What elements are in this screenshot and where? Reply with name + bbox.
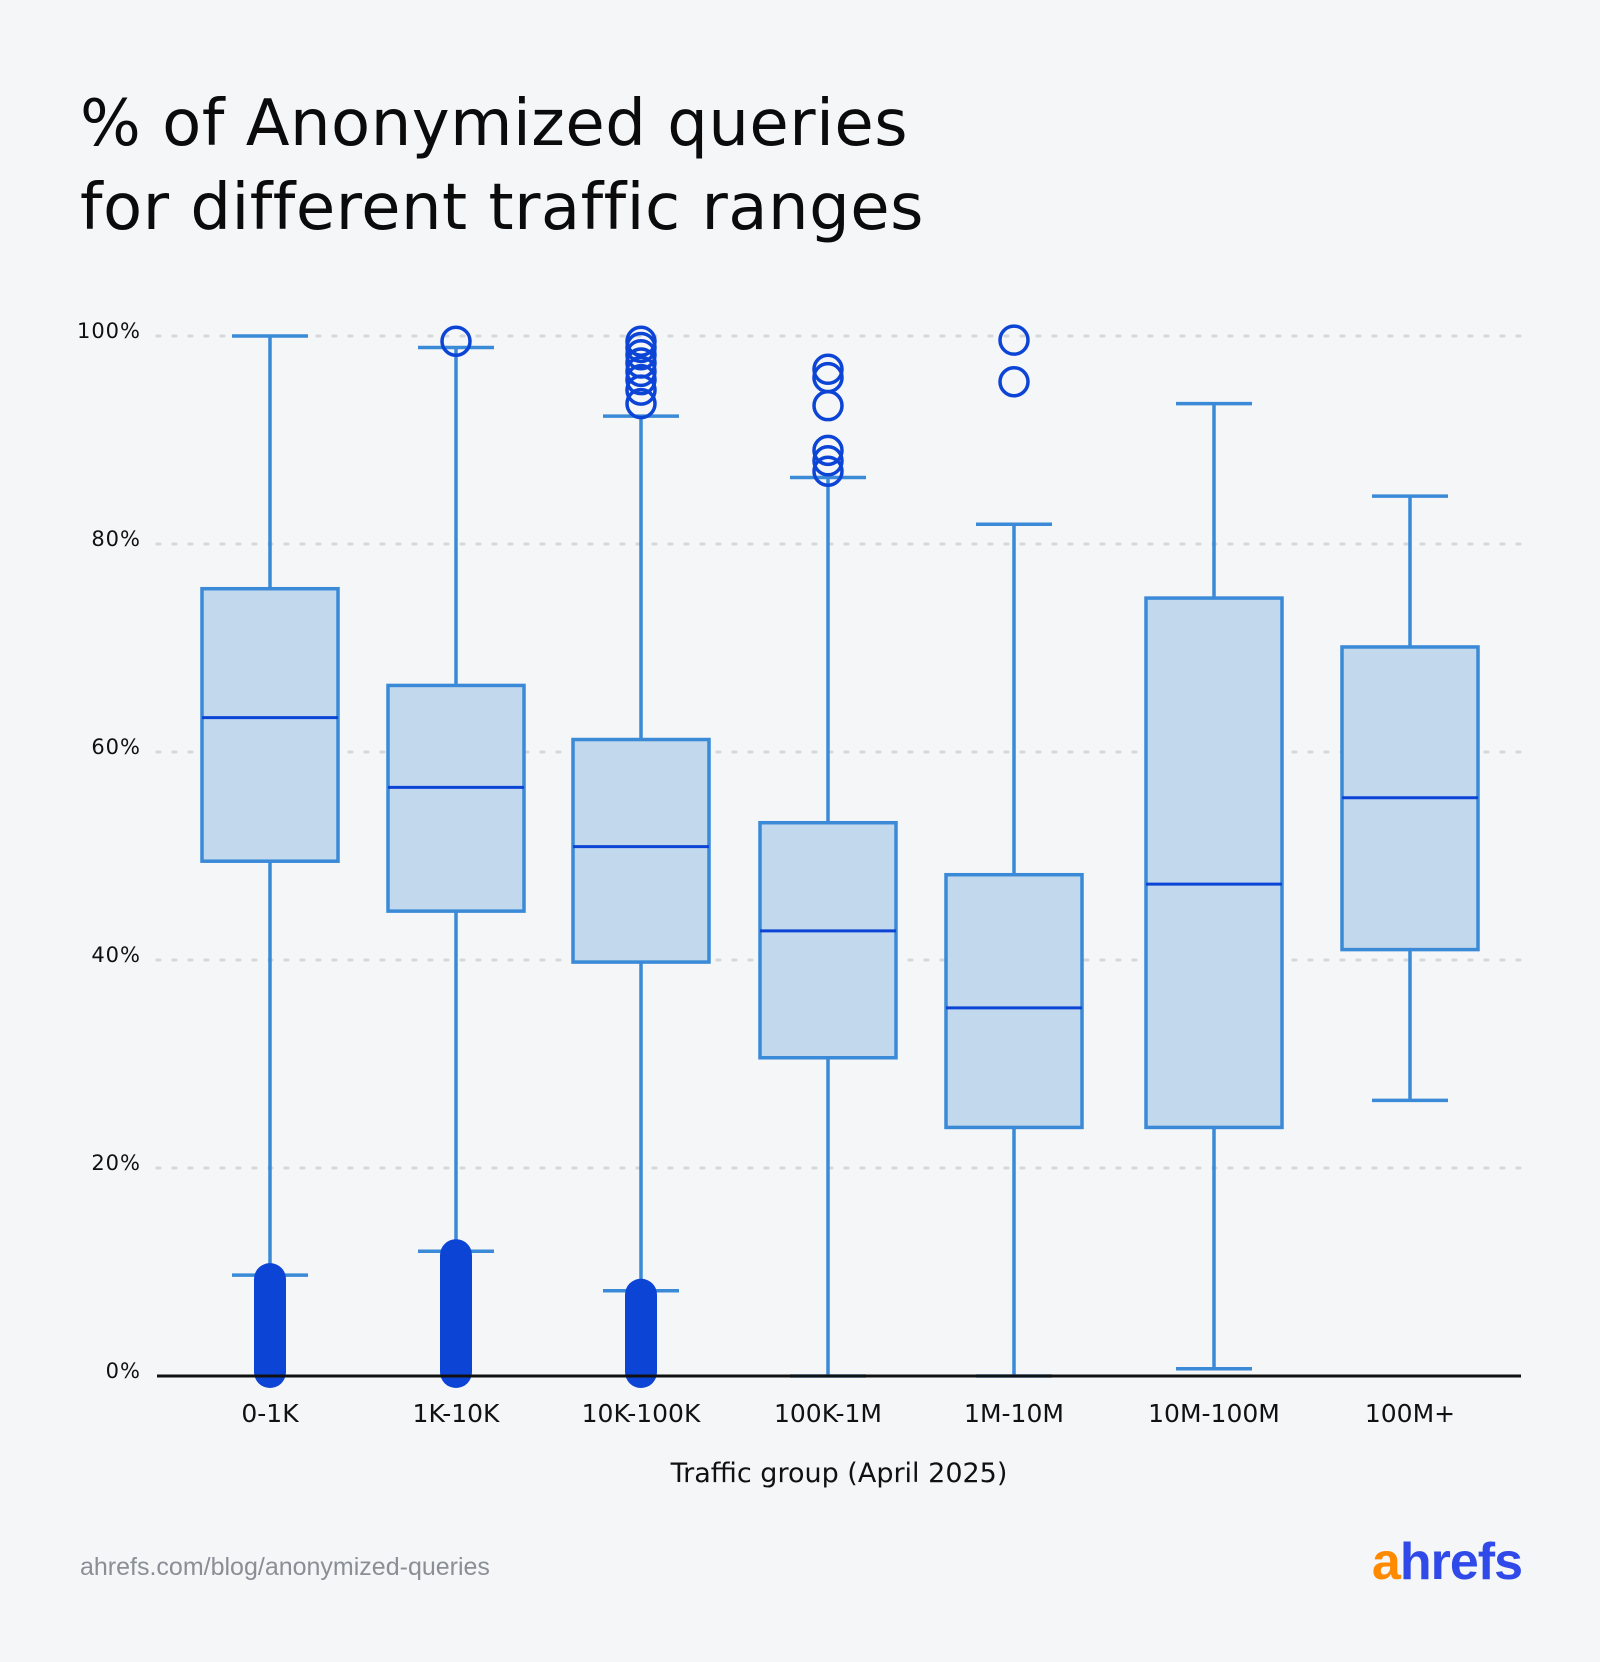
outlier-point	[812, 445, 844, 477]
outlier-point	[625, 338, 657, 371]
x-tick-label: 1K-10K	[413, 1399, 501, 1428]
box-iqr	[1144, 596, 1284, 1130]
box-iqr	[200, 586, 340, 863]
y-tick-label: 20%	[91, 1151, 141, 1175]
logo-part-a: a	[1371, 1533, 1401, 1591]
dense-outliers	[254, 1263, 286, 1388]
y-tick-label: 80%	[91, 527, 141, 551]
outlier-point	[440, 325, 472, 357]
y-tick-label: 0%	[106, 1359, 141, 1383]
outlier-point	[625, 387, 657, 420]
outlier-point	[812, 434, 844, 467]
outlier-point	[998, 366, 1030, 398]
x-tick-label: 1M-10M	[964, 1399, 1064, 1428]
ahrefs-logo: ahrefs	[1371, 1532, 1523, 1592]
source-url: ahrefs.com/blog/anonymized-queries	[80, 1553, 490, 1581]
outlier-point	[998, 324, 1030, 356]
outlier-point	[812, 455, 844, 487]
x-tick-label: 10K-100K	[582, 1399, 701, 1428]
outlier-point	[625, 355, 657, 388]
title-line-1: % of Anonymized queries	[80, 87, 909, 161]
box-iqr	[758, 820, 898, 1060]
title-line-2: for different traffic ranges	[80, 171, 924, 245]
dense-outliers	[440, 1239, 472, 1388]
box-iqr	[386, 683, 526, 913]
box-iqr	[944, 872, 1084, 1130]
chart-title: % of Anonymized queries for different tr…	[80, 82, 924, 250]
outlier-point	[812, 389, 844, 422]
y-tick-label: 40%	[91, 943, 141, 967]
x-tick-label: 100K-1M	[774, 1399, 882, 1428]
outlier-point	[812, 361, 844, 394]
outlier-point	[812, 353, 844, 386]
logo-part-hrefs: hrefs	[1399, 1533, 1523, 1591]
x-axis-title: Traffic group (April 2025)	[670, 1458, 1008, 1489]
y-tick-label: 100%	[77, 319, 141, 343]
outlier-point	[625, 347, 657, 379]
x-tick-label: 100M+	[1365, 1399, 1455, 1428]
dense-outliers	[625, 1278, 657, 1388]
x-tick-label: 10M-100M	[1148, 1399, 1280, 1428]
y-tick-label: 60%	[91, 735, 141, 759]
x-tick-label: 0-1K	[241, 1399, 299, 1428]
outlier-point	[625, 363, 657, 396]
outlier-point	[625, 325, 657, 357]
box-iqr	[571, 737, 711, 964]
